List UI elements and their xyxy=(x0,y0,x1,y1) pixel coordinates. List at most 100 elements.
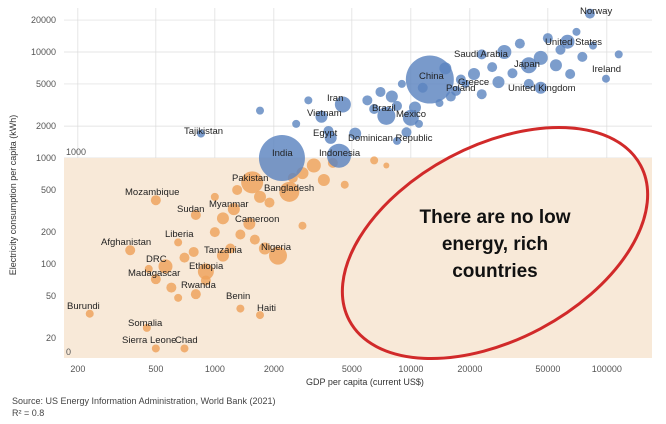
data-point xyxy=(476,89,487,100)
point-label: Ethiopia xyxy=(189,261,224,272)
data-point xyxy=(542,33,553,44)
data-point xyxy=(549,59,562,72)
data-point xyxy=(315,110,328,123)
data-point xyxy=(232,184,243,195)
data-point xyxy=(125,245,136,256)
y-tick-label: 20000 xyxy=(31,15,56,25)
data-point xyxy=(180,344,189,353)
y-tick-label: 20 xyxy=(46,333,56,343)
data-point xyxy=(514,38,525,49)
data-point xyxy=(227,203,240,216)
data-point xyxy=(383,162,390,169)
data-point xyxy=(196,129,205,138)
data-point xyxy=(326,143,351,168)
data-point xyxy=(560,34,575,49)
data-point xyxy=(533,50,548,65)
point-label: Saudi Arabia xyxy=(454,49,509,60)
point-label: Bangladesh xyxy=(264,183,314,194)
data-point xyxy=(584,8,595,19)
data-point xyxy=(174,238,183,247)
source-note: Source: US Energy Information Administra… xyxy=(12,395,275,419)
data-point xyxy=(258,135,305,182)
callout-ring xyxy=(340,126,650,360)
data-point xyxy=(150,274,161,285)
data-point xyxy=(451,85,461,96)
data-point xyxy=(150,195,161,206)
point-label: Tajikistan xyxy=(184,126,223,137)
data-point xyxy=(225,243,236,254)
data-point xyxy=(377,106,396,125)
data-point xyxy=(243,217,256,230)
x-tick-label: 500 xyxy=(148,364,163,374)
y-tick-label: 200 xyxy=(41,227,56,237)
data-point xyxy=(179,252,190,263)
data-point xyxy=(340,180,349,189)
point-label: Haiti xyxy=(257,303,276,314)
data-point xyxy=(405,55,454,104)
data-point xyxy=(401,127,412,138)
point-label: United States xyxy=(545,37,602,48)
data-point xyxy=(577,51,588,62)
data-point xyxy=(236,304,245,313)
x-tick-label: 2000 xyxy=(264,364,284,374)
data-point xyxy=(151,344,160,353)
data-point xyxy=(572,27,581,36)
data-point xyxy=(256,106,264,115)
point-label: Rwanda xyxy=(181,280,217,291)
data-point xyxy=(370,156,379,165)
point-label: Dominican Republic xyxy=(348,133,433,144)
data-point xyxy=(487,62,498,73)
point-label: Liberia xyxy=(165,229,194,240)
data-point xyxy=(317,174,330,187)
data-point xyxy=(492,76,505,89)
data-point xyxy=(216,249,229,262)
point-label: DRC xyxy=(146,254,167,265)
x-tick-label: 1000 xyxy=(205,364,225,374)
data-point xyxy=(256,311,264,320)
data-point xyxy=(507,68,518,79)
data-point xyxy=(588,41,597,50)
data-point xyxy=(304,96,313,105)
callout-line: There are no low xyxy=(420,207,571,228)
y-axis-title: Electricity consumption per capita (kWh) xyxy=(8,115,18,276)
data-point xyxy=(174,293,183,302)
x-tick-label: 50000 xyxy=(535,364,560,374)
point-label: Pakistan xyxy=(232,173,268,184)
y-tick-label: 500 xyxy=(41,185,56,195)
data-point xyxy=(349,127,362,140)
data-point xyxy=(601,74,610,83)
data-point xyxy=(188,246,199,257)
data-point xyxy=(249,234,260,245)
point-label: Somalia xyxy=(128,318,163,329)
shaded-region-label: 0 xyxy=(66,347,71,357)
data-point xyxy=(85,309,94,318)
point-label: Mozambique xyxy=(125,187,179,198)
data-point xyxy=(142,323,151,332)
point-label: Brazil xyxy=(372,103,396,114)
x-tick-label: 10000 xyxy=(398,364,423,374)
data-point xyxy=(392,136,401,145)
data-point xyxy=(292,119,301,128)
data-point xyxy=(565,69,576,80)
data-point xyxy=(555,44,566,55)
point-label: Vietnam xyxy=(307,108,342,119)
y-tick-label: 2000 xyxy=(36,121,56,131)
point-label: Burundi xyxy=(67,301,100,312)
data-point xyxy=(397,79,406,88)
data-point xyxy=(520,57,537,74)
data-point xyxy=(334,96,351,113)
y-tick-label: 100 xyxy=(41,259,56,269)
data-point xyxy=(534,81,547,94)
point-label: United Kingdom xyxy=(508,83,576,94)
point-label: Sierra Leone xyxy=(122,335,176,346)
data-point xyxy=(391,100,402,111)
data-point xyxy=(254,190,266,203)
point-label: Tanzania xyxy=(204,245,243,256)
data-point xyxy=(402,109,419,126)
data-point xyxy=(476,49,487,60)
point-label: Norway xyxy=(580,6,612,17)
data-point xyxy=(190,289,201,300)
x-tick-label: 100000 xyxy=(592,364,622,374)
